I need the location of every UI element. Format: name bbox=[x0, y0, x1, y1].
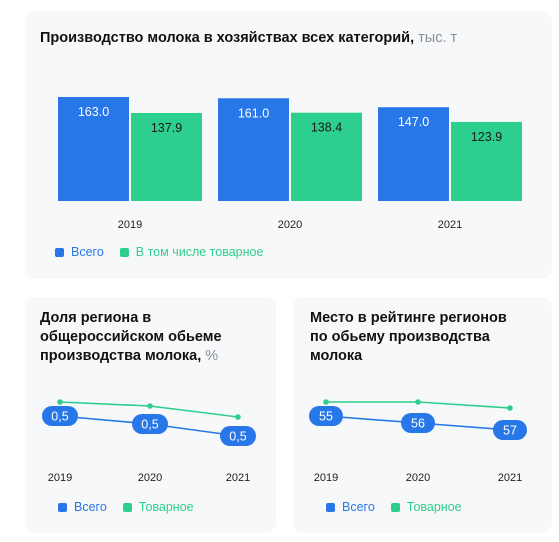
legend-item-total: Всего bbox=[58, 500, 107, 514]
region-rank-card: Место в рейтинге регионов по обьему прои… bbox=[293, 297, 552, 533]
legend-label-commodity: Товарное bbox=[138, 500, 194, 514]
region-rank-title-line-3: молока bbox=[310, 348, 363, 364]
rank-commodity-point-2019 bbox=[323, 399, 329, 405]
region-share-title-line-2: общероссийском обьеме bbox=[40, 329, 222, 345]
rank-commodity-point-2020 bbox=[415, 399, 421, 405]
share-commodity-point-2020 bbox=[147, 403, 153, 409]
milk-production-title-text: Производство молока в хозяйствах всех ка… bbox=[40, 30, 415, 46]
rank-total-label-2021: 57 bbox=[503, 424, 517, 438]
legend-item-commodity: В том числе товарное bbox=[119, 245, 264, 259]
rank-commodity-point-2021 bbox=[507, 405, 513, 411]
milk-production-legend: Всего В том числе товарное bbox=[55, 245, 279, 259]
legend-swatch-total bbox=[58, 502, 67, 512]
bar-total-2019 bbox=[58, 97, 129, 201]
bar-label-commodity-2021: 123.9 bbox=[471, 130, 502, 144]
legend-label-commodity: В том числе товарное bbox=[135, 245, 264, 259]
share-total-point-2020 bbox=[132, 414, 168, 434]
share-commodity-point-2019 bbox=[57, 399, 63, 405]
bar-total-2021 bbox=[378, 107, 449, 201]
x-tick-2020: 2020 bbox=[278, 219, 302, 231]
region-share-line-chart: 0,5 0,5 0,5 2019 2020 2021 bbox=[42, 399, 256, 484]
milk-production-card: Производство молока в хозяйствах всех ка… bbox=[25, 11, 552, 279]
legend-label-total: Всего bbox=[74, 500, 107, 514]
bar-commodity-2019 bbox=[131, 113, 202, 201]
rank-x-tick-2019: 2019 bbox=[314, 472, 338, 484]
milk-production-bar-chart: 163.0 137.9 2019 161.0 138.4 2020 147.0 123.9 20… bbox=[58, 97, 522, 231]
legend-label-commodity: Товарное bbox=[406, 500, 462, 514]
share-x-tick-2021: 2021 bbox=[226, 472, 250, 484]
region-rank-title-line-1: Место в рейтинге регионов bbox=[310, 310, 507, 326]
share-x-tick-2020: 2020 bbox=[138, 472, 162, 484]
region-share-legend: Всего Товарное bbox=[58, 500, 210, 514]
region-rank-title: Место в рейтинге регионов по обьему прои… bbox=[310, 309, 507, 366]
legend-label-total: Всего bbox=[342, 500, 375, 514]
legend-item-total: Всего bbox=[326, 500, 375, 514]
bar-label-total-2019: 163.0 bbox=[78, 105, 109, 119]
bar-label-commodity-2019: 137.9 bbox=[151, 121, 182, 135]
share-commodity-point-2021 bbox=[235, 414, 241, 420]
legend-swatch-commodity bbox=[122, 502, 132, 512]
x-tick-2019: 2019 bbox=[118, 219, 142, 231]
region-share-unit: % bbox=[201, 348, 219, 364]
bar-commodity-2020 bbox=[291, 112, 362, 201]
region-share-title: Доля региона в общероссийском обьеме про… bbox=[40, 309, 222, 366]
legend-label-total: Всего bbox=[71, 245, 104, 259]
rank-total-point-2020 bbox=[401, 413, 435, 433]
legend-swatch-total bbox=[55, 247, 64, 257]
legend-item-commodity: Товарное bbox=[122, 500, 194, 514]
region-rank-title-line-2: по обьему производства bbox=[310, 329, 490, 345]
rank-x-tick-2020: 2020 bbox=[406, 472, 430, 484]
share-total-label-2019: 0,5 bbox=[51, 410, 68, 424]
bar-label-commodity-2020: 138.4 bbox=[311, 121, 342, 135]
rank-total-point-2019 bbox=[309, 406, 343, 426]
rank-total-point-2021 bbox=[493, 420, 527, 440]
x-tick-2021: 2021 bbox=[438, 219, 462, 231]
share-x-tick-2019: 2019 bbox=[48, 472, 72, 484]
region-rank-legend: Всего Товарное bbox=[326, 500, 478, 514]
region-rank-line-chart: 55 56 57 2019 2020 2021 bbox=[309, 399, 527, 484]
share-total-label-2020: 0,5 bbox=[141, 418, 158, 432]
bar-total-2020 bbox=[218, 98, 289, 201]
share-total-label-2021: 0,5 bbox=[229, 430, 246, 444]
region-share-title-line-3: производства молока, bbox=[40, 348, 202, 364]
legend-swatch-commodity bbox=[119, 247, 129, 257]
bar-commodity-2021 bbox=[451, 121, 522, 201]
region-share-card: Доля региона в общероссийском обьеме про… bbox=[25, 297, 276, 533]
rank-x-tick-2021: 2021 bbox=[498, 472, 522, 484]
region-share-title-line-1: Доля региона в bbox=[40, 310, 152, 326]
rank-total-label-2019: 55 bbox=[319, 410, 333, 424]
legend-swatch-commodity bbox=[390, 502, 400, 512]
legend-item-commodity: Товарное bbox=[390, 500, 462, 514]
bar-label-total-2021: 147.0 bbox=[398, 115, 429, 129]
rank-total-label-2020: 56 bbox=[411, 417, 425, 431]
milk-production-unit: тыс. т bbox=[414, 30, 458, 46]
share-total-point-2019 bbox=[42, 406, 78, 426]
legend-swatch-total bbox=[326, 502, 335, 512]
share-total-point-2021 bbox=[220, 426, 256, 446]
bar-label-total-2020: 161.0 bbox=[238, 106, 269, 120]
milk-production-title: Производство молока в хозяйствах всех ка… bbox=[40, 29, 457, 48]
legend-item-total: Всего bbox=[55, 245, 104, 259]
